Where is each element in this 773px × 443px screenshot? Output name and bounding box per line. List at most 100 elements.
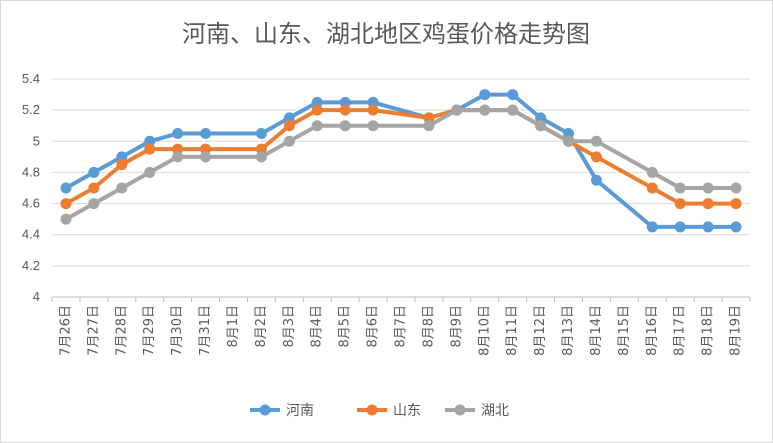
x-tick-label: 8月16日 [645,305,660,356]
x-tick-label: 7月30日 [170,305,185,356]
y-tick-label: 5.4 [22,71,40,86]
x-tick-label: 8月5日 [338,305,353,348]
legend-marker [454,404,466,416]
x-tick-label: 8月7日 [394,305,409,348]
x-tick-label: 8月3日 [282,305,297,348]
series-line [64,108,738,206]
x-tick-label: 7月29日 [142,305,157,356]
series-line [64,92,738,229]
data-point [311,104,323,116]
data-point [479,104,491,116]
x-tick-label: 7月28日 [114,305,129,356]
legend-item: 河南 [250,403,314,419]
x-tick-label: 8月13日 [561,305,576,356]
data-point [479,89,491,101]
data-point [367,120,379,132]
data-point [535,120,547,132]
gridlines [52,78,750,267]
data-point [200,128,212,139]
legend-label: 湖北 [481,403,509,419]
x-tick-label: 8月19日 [729,305,744,356]
data-point [590,174,602,186]
data-point [172,151,184,163]
x-tick-label: 8月4日 [310,305,325,348]
data-point [172,143,184,155]
data-point [590,151,602,163]
x-tick-label: 7月31日 [198,305,213,356]
data-point [311,96,323,108]
x-tick-label: 8月8日 [421,305,436,348]
data-point [674,221,686,233]
data-point [144,143,156,155]
data-point [116,182,128,194]
data-point [60,198,72,210]
y-tick-label: 4 [33,289,40,304]
data-point [730,221,742,233]
x-tick-label: 8月1日 [226,305,241,348]
data-point [339,120,351,132]
data-point [507,104,519,116]
x-tick-label: 8月11日 [505,305,520,356]
data-point [367,104,379,116]
y-tick-label: 5 [33,133,40,148]
x-tick-label: 8月17日 [673,305,688,356]
data-point [646,166,658,178]
data-point [144,166,156,178]
y-tick-label: 5.2 [22,102,40,117]
series-group [60,89,742,233]
data-point [423,112,435,124]
data-point [367,96,379,108]
data-point [702,182,714,194]
x-tick-label: 8月18日 [701,305,716,356]
data-point [255,128,267,139]
legend-marker [366,404,378,416]
y-axis: 4 4.2 4.4 4.6 4.8 5 5.2 5.4 [22,71,40,304]
data-point [283,112,295,124]
data-point [283,120,295,132]
data-point [200,143,212,155]
data-point [423,120,435,132]
data-point [339,104,351,116]
y-tick-label: 4.8 [22,164,40,179]
legend-item: 湖北 [445,403,509,419]
data-point [88,166,100,178]
x-tick-label: 8月10日 [477,305,492,356]
data-point [144,135,156,147]
x-tick-label: 8月9日 [449,305,464,348]
data-point [646,221,658,233]
x-tick-label: 7月27日 [86,305,101,356]
data-point [590,135,602,147]
data-point [88,198,100,210]
x-tick-label: 8月12日 [533,305,548,356]
data-point [116,151,128,163]
series-3 [60,104,742,225]
data-point [339,96,351,108]
legend: 河南 山东 湖北 [250,403,509,419]
legend-label: 河南 [286,403,314,419]
data-point [60,213,72,225]
data-point [200,151,212,163]
x-tick-label: 8月2日 [254,305,269,348]
data-point [674,198,686,210]
x-tick-label: 8月6日 [366,305,381,348]
legend-label: 山东 [393,403,421,419]
data-point [702,221,714,233]
x-tick-label: 8月15日 [617,305,632,356]
data-point [116,159,128,171]
data-point [88,182,100,194]
data-point [172,128,184,139]
series-line [64,108,738,222]
data-point [730,198,742,210]
data-point [507,89,519,101]
chart-title: 河南、山东、湖北地区鸡蛋价格走势图 [182,20,590,48]
legend-marker [259,404,271,416]
series-2 [60,104,742,210]
data-point [255,143,267,155]
y-tick-label: 4.6 [22,196,40,211]
data-point [535,112,547,124]
data-point [646,182,658,194]
data-point [730,182,742,194]
data-point [674,182,686,194]
x-axis: 7月26日 7月27日 7月28日 7月29日 7月30日 7月31日 8月1日 8月2日 8月… [51,296,751,356]
